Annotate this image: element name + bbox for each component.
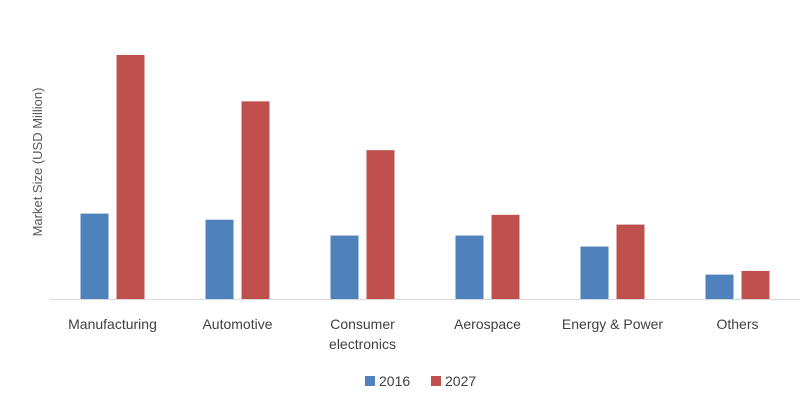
x-tick-labels: Manufacturing Automotive Consumer electroni…	[68, 316, 758, 352]
x-tick-label-line: Aerospace	[454, 316, 521, 332]
legend: 2016 2027	[365, 373, 476, 389]
bar-2027-2	[366, 150, 395, 299]
legend-swatch-2027	[431, 376, 441, 386]
bar-2016-2	[330, 235, 359, 299]
bar-2016-0	[80, 213, 109, 299]
bar-2016-4	[580, 246, 609, 299]
bar-2027-4	[616, 224, 645, 299]
x-tick-label-3: Aerospace	[454, 316, 521, 332]
bar-2016-1	[205, 219, 234, 299]
legend-label-2027: 2027	[445, 373, 476, 389]
bar-2027-3	[491, 214, 520, 299]
x-tick-label-line: electronics	[329, 336, 396, 352]
y-axis-title: Market Size (USD Million)	[30, 88, 45, 237]
x-tick-label-line: Consumer	[330, 316, 395, 332]
legend-swatch-2016	[365, 376, 375, 386]
bar-2027-0	[116, 55, 145, 299]
x-tick-label-line: Energy & Power	[562, 316, 663, 332]
x-tick-label-5: Others	[716, 316, 758, 332]
x-tick-label-line: Manufacturing	[68, 316, 157, 332]
x-tick-label-0: Manufacturing	[68, 316, 157, 332]
x-tick-label-line: Others	[716, 316, 758, 332]
x-tick-label-line: Automotive	[202, 316, 272, 332]
bars-group	[80, 55, 770, 299]
x-tick-label-2: Consumer electronics	[329, 316, 396, 352]
bar-2016-5	[705, 274, 734, 299]
legend-label-2016: 2016	[379, 373, 410, 389]
x-tick-label-4: Energy & Power	[562, 316, 663, 332]
bar-2016-3	[455, 235, 484, 299]
bar-2027-1	[241, 101, 270, 299]
bar-2027-5	[741, 270, 770, 299]
x-tick-label-1: Automotive	[202, 316, 272, 332]
